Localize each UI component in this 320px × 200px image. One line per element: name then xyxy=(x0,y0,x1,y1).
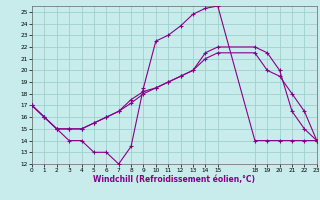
X-axis label: Windchill (Refroidissement éolien,°C): Windchill (Refroidissement éolien,°C) xyxy=(93,175,255,184)
